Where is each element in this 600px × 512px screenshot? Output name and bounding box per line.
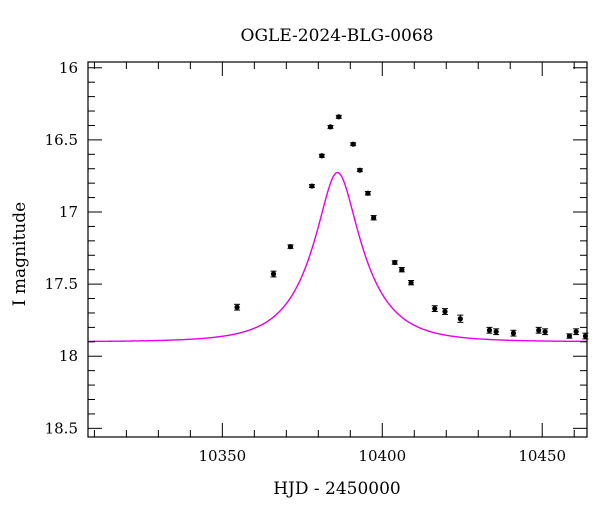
data-point [327, 124, 334, 130]
point-marker [510, 330, 517, 336]
point-marker [542, 329, 548, 335]
y-tick-label: 18 [59, 347, 78, 365]
point-marker [350, 141, 356, 147]
y-tick-label: 16.5 [45, 131, 78, 149]
y-tick-label: 17.5 [45, 275, 78, 293]
x-axis-label: HJD - 2450000 [273, 479, 401, 499]
model-curve [87, 171, 588, 343]
point-marker [573, 329, 579, 335]
data-point [510, 329, 517, 337]
data-points-layer [234, 114, 589, 340]
point-marker [442, 308, 448, 315]
y-tick-label: 18.5 [45, 419, 78, 437]
point-marker [357, 167, 363, 173]
x-tick-label: 10350 [198, 447, 246, 465]
data-point [234, 303, 241, 311]
data-point [391, 259, 398, 266]
x-tick-label: 10400 [358, 447, 406, 465]
point-marker [566, 333, 573, 339]
point-marker [371, 215, 377, 221]
model-curve-layer [87, 171, 588, 343]
data-point [356, 167, 363, 173]
data-point [486, 326, 493, 334]
y-tick-label: 16 [59, 59, 78, 77]
point-marker [287, 244, 294, 250]
point-marker [327, 124, 334, 130]
chart-title: OGLE-2024-BLG-0068 [241, 26, 434, 46]
data-point [335, 114, 342, 120]
data-point [308, 183, 315, 189]
point-marker [486, 327, 493, 333]
data-point [370, 215, 377, 221]
data-point [364, 190, 371, 196]
y-axis-label: I magnitude [10, 202, 30, 306]
point-marker [234, 304, 240, 310]
data-point [398, 267, 405, 273]
point-marker [536, 327, 542, 333]
data-point [457, 314, 464, 323]
point-marker [408, 280, 414, 286]
data-point [270, 270, 277, 278]
point-marker [432, 306, 438, 312]
y-tick-label: 17 [59, 203, 78, 221]
data-point [493, 328, 500, 336]
point-marker [270, 271, 277, 277]
data-point [431, 305, 438, 313]
data-point [350, 141, 357, 147]
point-marker [365, 190, 371, 196]
point-marker [392, 259, 398, 266]
data-point [408, 280, 415, 286]
axes-layer: 10350 10400 10450 16 16.5 17 17.5 18 18.5 [45, 59, 588, 465]
point-marker [319, 153, 325, 159]
point-marker [336, 114, 342, 120]
plot-frame [87, 61, 588, 438]
data-point [318, 153, 325, 159]
point-marker [493, 329, 499, 335]
point-marker [309, 183, 315, 189]
point-marker [457, 316, 463, 322]
data-point [573, 328, 580, 336]
data-point [441, 308, 448, 315]
data-point [566, 333, 573, 339]
data-point [287, 244, 294, 250]
data-point [535, 326, 542, 334]
point-marker [399, 267, 405, 273]
x-tick-label: 10450 [518, 447, 566, 465]
data-point [542, 328, 549, 336]
